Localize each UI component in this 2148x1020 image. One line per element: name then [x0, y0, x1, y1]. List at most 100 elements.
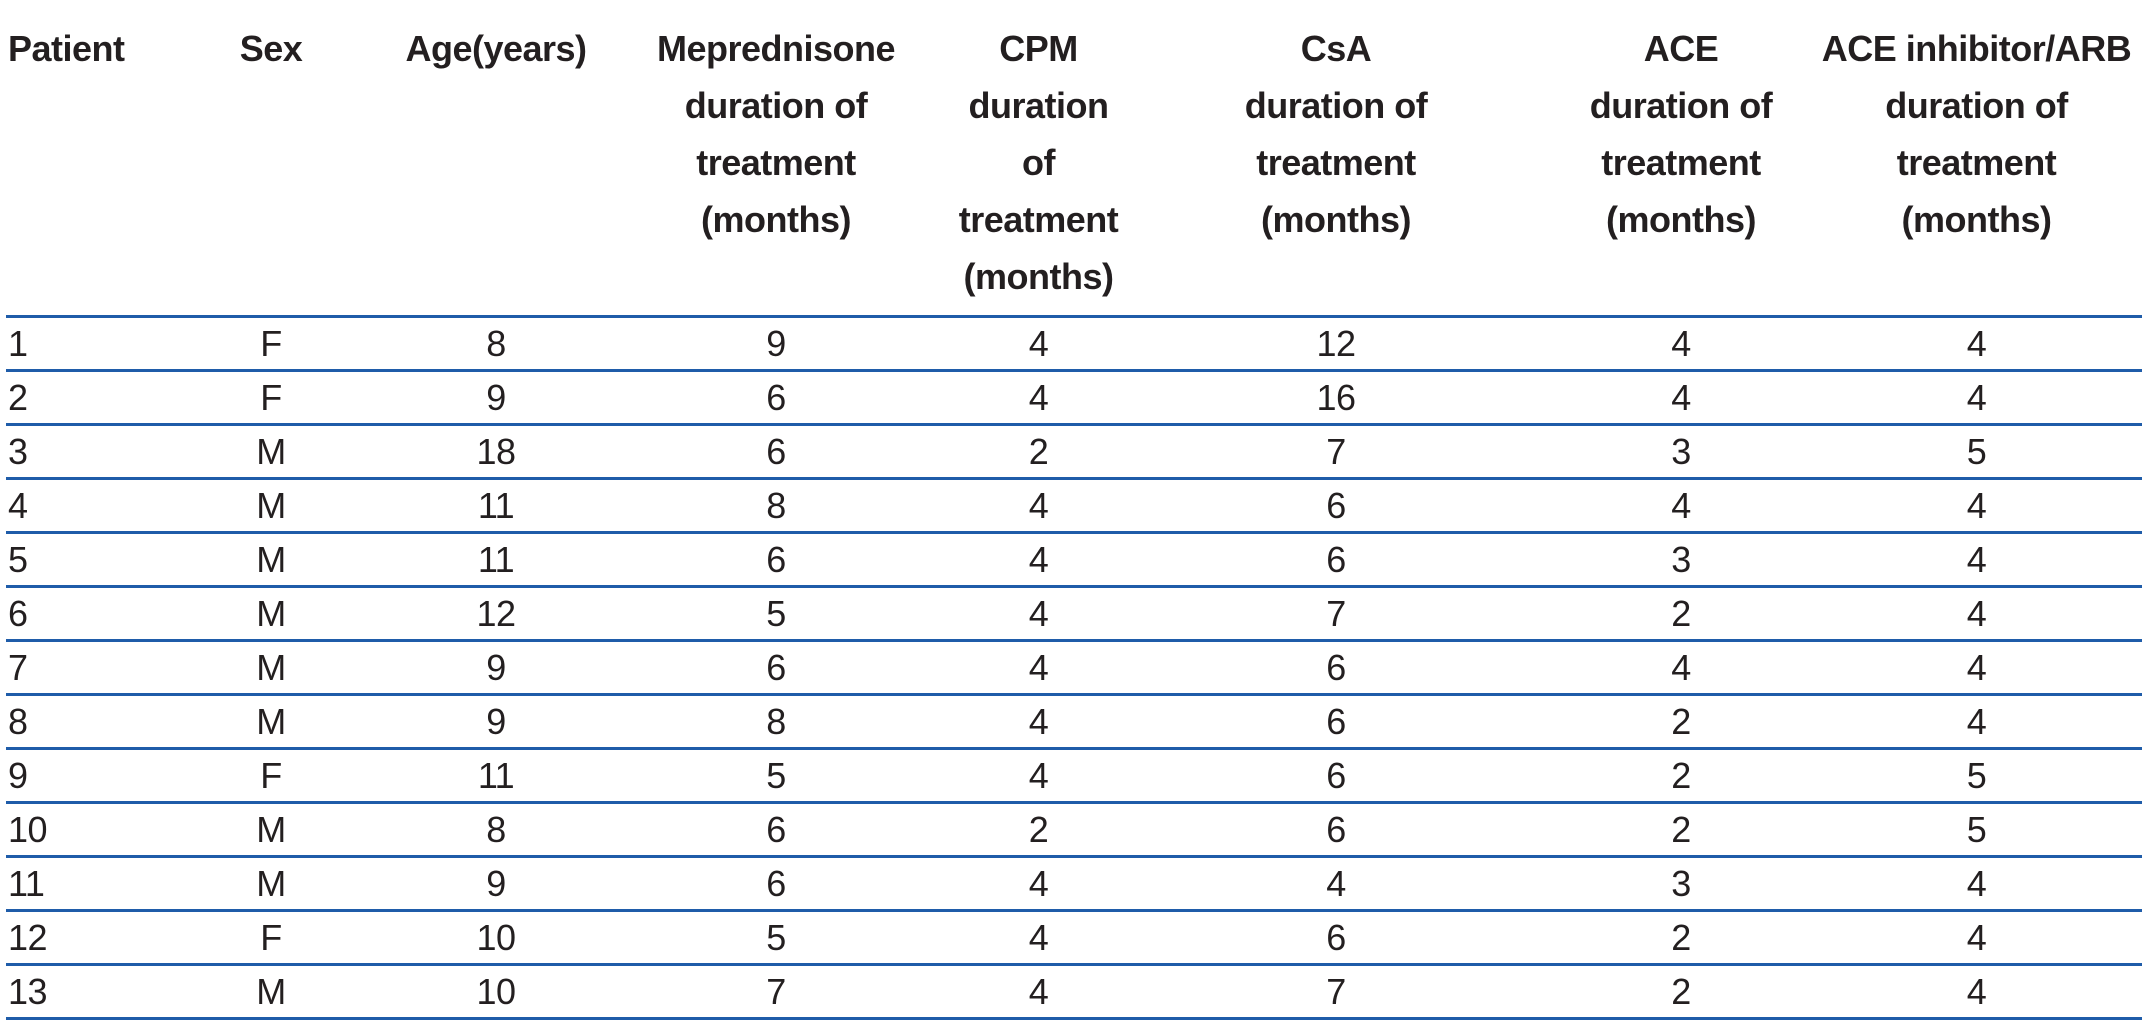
cell-ace-inhibitor-arb: 4 [1966, 484, 1987, 526]
cell-ace-inhibitor-arb: 5 [1966, 808, 1987, 850]
cell-ace-inhibitor-arb: 4 [1966, 862, 1987, 904]
cell-meprednisone: 6 [766, 646, 786, 688]
column-header-ace-inhibitor-arb-line: treatment [1896, 142, 2057, 183]
cell-patient: 12 [8, 916, 48, 958]
cell-sex: M [256, 484, 286, 526]
cell-meprednisone: 6 [766, 862, 786, 904]
cell-cpm: 4 [1028, 484, 1049, 526]
cell-ace-inhibitor-arb: 4 [1966, 592, 1987, 634]
cell-cpm: 4 [1028, 538, 1049, 580]
cell-age: 8 [486, 322, 506, 364]
column-header-csa-line: treatment [1256, 142, 1416, 183]
cell-cpm: 4 [1028, 592, 1049, 634]
cell-ace: 2 [1671, 970, 1691, 1012]
cell-sex: M [256, 970, 286, 1012]
column-header-meprednisone: Meprednisone duration of treatment (months) [596, 0, 956, 317]
cell-ace-inhibitor-arb: 5 [1966, 430, 1987, 472]
cell-patient: 9 [8, 754, 28, 796]
cell-meprednisone: 6 [766, 538, 786, 580]
column-header-meprednisone-line: duration of [684, 85, 868, 126]
cell-patient: 7 [8, 646, 28, 688]
cell-patient: 2 [8, 376, 28, 418]
table-row: 12 F 10 5 4 6 2 4 [6, 911, 2142, 965]
column-header-cpm-line: duration of [968, 85, 1109, 183]
table-row: 4 M 11 8 4 6 4 4 [6, 479, 2142, 533]
column-header-meprednisone-line: treatment [696, 142, 856, 183]
cell-ace: 3 [1671, 538, 1691, 580]
cell-sex: F [260, 322, 282, 364]
column-header-ace-line: treatment [1601, 142, 1761, 183]
cell-age: 18 [476, 430, 516, 472]
cell-ace-inhibitor-arb: 4 [1966, 538, 1987, 580]
cell-ace: 2 [1671, 808, 1691, 850]
cell-ace: 2 [1671, 592, 1691, 634]
column-header-patient-line: Patient [8, 28, 125, 69]
table-row: 11 M 9 6 4 4 3 4 [6, 857, 2142, 911]
cell-age: 8 [486, 808, 506, 850]
patient-treatment-table-container: Patient Sex Age(years) Meprednisone duration… [6, 0, 2142, 1020]
cell-csa: 6 [1326, 700, 1346, 742]
table-row: 5 M 11 6 4 6 3 4 [6, 533, 2142, 587]
cell-ace-inhibitor-arb: 4 [1966, 916, 1987, 958]
cell-sex: M [256, 700, 286, 742]
cell-csa: 6 [1326, 484, 1346, 526]
cell-patient: 11 [8, 862, 45, 904]
cell-ace: 4 [1671, 322, 1691, 364]
cell-patient: 13 [8, 970, 48, 1012]
cell-csa: 6 [1326, 808, 1346, 850]
column-header-csa-line: (months) [1261, 199, 1411, 240]
cell-age: 11 [477, 754, 515, 796]
column-header-ace-inhibitor-arb: ACE inhibitor/ARB duration of treatment (mo… [1811, 0, 2142, 317]
cell-ace-inhibitor-arb: 4 [1966, 322, 1987, 364]
cell-sex: M [256, 646, 286, 688]
cell-sex: F [260, 754, 282, 796]
cell-patient: 1 [8, 322, 28, 364]
cell-cpm: 4 [1028, 376, 1049, 418]
column-header-meprednisone-line: (months) [701, 199, 851, 240]
cell-age: 11 [477, 484, 515, 526]
cell-age: 11 [477, 538, 515, 580]
cell-csa: 7 [1326, 970, 1346, 1012]
cell-patient: 4 [8, 484, 28, 526]
table-row: 10 M 8 6 2 6 2 5 [6, 803, 2142, 857]
cell-cpm: 4 [1028, 754, 1049, 796]
cell-age: 10 [476, 916, 516, 958]
cell-sex: M [256, 862, 286, 904]
cell-age: 10 [476, 970, 516, 1012]
table-body: 1 F 8 9 4 12 4 4 2 F 9 6 4 16 4 4 3 M 18 6 2 7 3 5 4 M 11 8 4 6 4 4 5 M 11… [6, 317, 2142, 1019]
cell-csa: 12 [1316, 322, 1356, 364]
cell-meprednisone: 6 [766, 376, 786, 418]
cell-cpm: 2 [1028, 808, 1049, 850]
column-header-ace-inhibitor-arb-line: duration of [1885, 85, 2068, 126]
cell-cpm: 4 [1028, 970, 1049, 1012]
column-header-meprednisone-line: Meprednisone [656, 28, 896, 69]
cell-csa: 6 [1326, 754, 1346, 796]
cell-age: 9 [486, 646, 506, 688]
cell-csa: 6 [1326, 538, 1346, 580]
cell-sex: M [256, 808, 286, 850]
cell-ace: 4 [1671, 646, 1691, 688]
column-header-ace-line: duration of [1589, 85, 1773, 126]
table-row: 6 M 12 5 4 7 2 4 [6, 587, 2142, 641]
column-header-patient: Patient [6, 0, 146, 317]
column-header-csa: CsA duration of treatment (months) [1121, 0, 1551, 317]
cell-ace: 3 [1671, 430, 1691, 472]
cell-sex: M [256, 430, 286, 472]
cell-sex: F [260, 376, 282, 418]
column-header-ace-line: (months) [1606, 199, 1756, 240]
cell-ace-inhibitor-arb: 4 [1966, 970, 1987, 1012]
cell-ace: 4 [1671, 376, 1691, 418]
cell-sex: F [260, 916, 282, 958]
column-header-ace: ACE duration of treatment (months) [1551, 0, 1811, 317]
cell-cpm: 4 [1028, 862, 1049, 904]
cell-csa: 6 [1326, 646, 1346, 688]
cell-meprednisone: 8 [766, 700, 786, 742]
cell-csa: 4 [1326, 862, 1346, 904]
cell-sex: M [256, 592, 286, 634]
column-header-csa-line: duration of [1244, 85, 1428, 126]
cell-meprednisone: 5 [766, 592, 786, 634]
cell-meprednisone: 5 [766, 916, 786, 958]
cell-csa: 6 [1326, 916, 1346, 958]
column-header-ace-inhibitor-arb-line: ACE inhibitor/ARB [1821, 28, 2132, 69]
cell-patient: 8 [8, 700, 28, 742]
